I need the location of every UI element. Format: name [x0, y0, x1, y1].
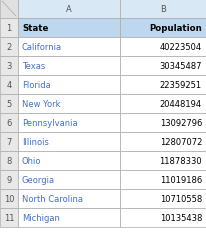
Bar: [120, 94, 206, 114]
Text: 3: 3: [6, 62, 12, 71]
Text: 22359251: 22359251: [160, 81, 202, 90]
Text: 40223504: 40223504: [160, 43, 202, 52]
Text: 10710558: 10710558: [160, 194, 202, 203]
Text: Illinois: Illinois: [22, 137, 49, 146]
Bar: [120, 189, 206, 208]
Bar: [0, 76, 18, 94]
Text: 13092796: 13092796: [160, 118, 202, 128]
Text: State: State: [22, 24, 48, 33]
Text: Georgia: Georgia: [22, 175, 55, 184]
Text: 7: 7: [6, 137, 12, 146]
Text: Florida: Florida: [22, 81, 51, 90]
Text: Michigan: Michigan: [22, 213, 60, 222]
Bar: [18, 94, 120, 114]
Bar: [120, 57, 206, 76]
Bar: [18, 19, 120, 38]
Text: 30345487: 30345487: [159, 62, 202, 71]
Text: 11878330: 11878330: [159, 156, 202, 165]
Bar: [0, 57, 18, 76]
Text: 10: 10: [4, 194, 14, 203]
Bar: [0, 19, 18, 38]
Bar: [120, 170, 206, 189]
Text: 11019186: 11019186: [160, 175, 202, 184]
Text: Pennsylvania: Pennsylvania: [22, 118, 78, 128]
Bar: [120, 19, 206, 38]
Bar: [18, 189, 120, 208]
Text: Population: Population: [149, 24, 202, 33]
Bar: [120, 133, 206, 151]
Text: 1: 1: [6, 24, 12, 33]
Text: 2: 2: [6, 43, 12, 52]
Bar: [0, 38, 18, 57]
Text: 12807072: 12807072: [160, 137, 202, 146]
Bar: [120, 38, 206, 57]
Text: 20448194: 20448194: [160, 100, 202, 109]
Text: 6: 6: [6, 118, 12, 128]
Bar: [18, 170, 120, 189]
Text: California: California: [22, 43, 62, 52]
Bar: [0, 208, 18, 227]
Bar: [0, 114, 18, 133]
Bar: [18, 114, 120, 133]
Text: North Carolina: North Carolina: [22, 194, 83, 203]
Text: 4: 4: [6, 81, 12, 90]
Bar: [0, 189, 18, 208]
Text: Texas: Texas: [22, 62, 45, 71]
Text: 10135438: 10135438: [160, 213, 202, 222]
Bar: [18, 38, 120, 57]
Text: New York: New York: [22, 100, 61, 109]
Bar: [18, 133, 120, 151]
Text: Ohio: Ohio: [22, 156, 41, 165]
Bar: [120, 76, 206, 94]
Bar: [0, 170, 18, 189]
Bar: [120, 0, 206, 19]
Bar: [120, 208, 206, 227]
Bar: [120, 114, 206, 133]
Bar: [0, 94, 18, 114]
Bar: [120, 151, 206, 170]
Bar: [0, 0, 18, 19]
Bar: [0, 133, 18, 151]
Bar: [18, 208, 120, 227]
Text: A: A: [66, 5, 72, 14]
Bar: [18, 151, 120, 170]
Text: 8: 8: [6, 156, 12, 165]
Bar: [18, 57, 120, 76]
Text: 5: 5: [6, 100, 12, 109]
Bar: [18, 0, 120, 19]
Text: B: B: [160, 5, 166, 14]
Bar: [18, 76, 120, 94]
Text: 11: 11: [4, 213, 14, 222]
Text: 9: 9: [6, 175, 12, 184]
Bar: [0, 151, 18, 170]
